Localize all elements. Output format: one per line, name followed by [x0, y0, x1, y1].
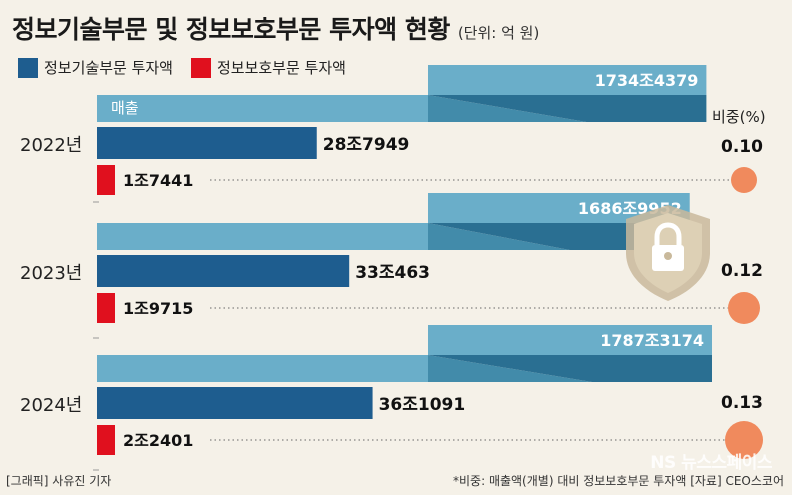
it-bar — [97, 255, 350, 287]
sales-bar — [428, 65, 707, 95]
share-value-label: 0.12 — [721, 261, 763, 281]
share-header: 비중(%) — [712, 108, 766, 126]
source-text: *비중: 매출액(개별) 대비 정보보호부문 투자액 [자료] CEO스코어 — [453, 474, 784, 488]
share-value-label: 0.10 — [721, 137, 763, 157]
sales-banner-fold — [428, 355, 712, 382]
security-bar — [97, 165, 115, 195]
it-bar — [97, 387, 373, 419]
legend-item-it: 정보기술부문 투자액 — [18, 57, 173, 78]
it-value-label: 36조1091 — [379, 395, 466, 415]
credit-text: [그래픽] 사유진 기자 — [6, 474, 112, 488]
category-label: 2024년 — [20, 395, 82, 416]
share-dot — [731, 167, 757, 193]
legend-swatch-it — [18, 57, 38, 78]
category-label: 2023년 — [20, 263, 82, 284]
security-value-label: 1조9715 — [123, 299, 193, 318]
sales-banner-fold — [428, 223, 690, 250]
sales-banner-band — [97, 223, 428, 250]
security-value-label: 1조7441 — [123, 171, 193, 190]
legend-label-security: 정보보호부문 투자액 — [216, 59, 346, 77]
watermark-logo: NS 뉴스스페이스 — [650, 453, 772, 473]
chart-header: 정보기술부문 및 정보보호부문 투자액 현황 (단위: 억 원) — [12, 10, 539, 46]
sales-banner-band — [97, 95, 428, 122]
category-label: 2022년 — [20, 135, 82, 156]
legend-swatch-security — [190, 57, 211, 78]
it-bar — [97, 127, 317, 159]
chart-title: 정보기술부문 및 정보보호부문 투자액 현황 — [12, 15, 450, 44]
shield-lock-icon — [626, 205, 710, 301]
security-bar — [97, 293, 115, 323]
share-dot — [728, 292, 760, 324]
legend-label-it: 정보기술부문 투자액 — [44, 59, 173, 77]
sales-value-label: 1734조4379 — [595, 71, 699, 90]
it-value-label: 33조463 — [355, 263, 430, 283]
legend: 정보기술부문 투자액 정보보호부문 투자액 — [18, 57, 364, 78]
sales-banner-band — [97, 355, 428, 382]
sales-bar — [428, 325, 712, 355]
sales-label: 매출 — [111, 99, 139, 117]
security-bar — [97, 425, 115, 455]
it-value-label: 28조7949 — [323, 135, 410, 155]
sales-banner-fold — [428, 95, 707, 122]
sales-value-label: 1787조3174 — [600, 331, 704, 350]
security-value-label: 2조2401 — [123, 431, 193, 450]
share-dot — [725, 421, 763, 459]
share-value-label: 0.13 — [721, 393, 763, 413]
unit-label: (단위: 억 원) — [457, 24, 540, 42]
legend-item-security: 정보보호부문 투자액 — [190, 57, 346, 78]
